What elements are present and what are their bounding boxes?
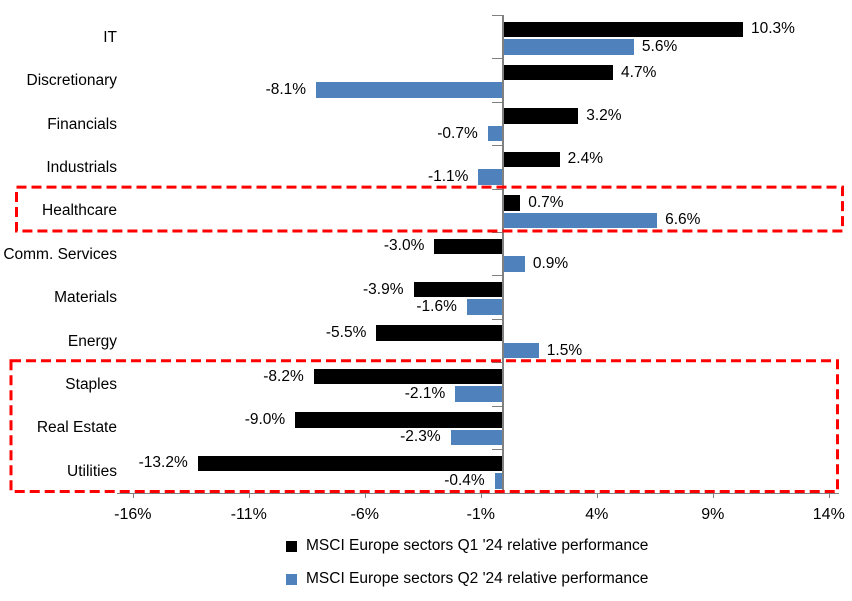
category-label-energy: Energy	[67, 332, 117, 350]
legend-item-q1: MSCI Europe sectors Q1 '24 relative perf…	[286, 537, 648, 555]
bar-q2-energy	[504, 342, 539, 359]
y-axis-tick	[492, 405, 502, 407]
y-axis-tick	[492, 362, 502, 364]
x-tick-label: 9%	[701, 505, 725, 523]
category-label-healthcare: Healthcare	[42, 202, 117, 220]
category-label-financials: Financials	[47, 115, 117, 133]
y-axis-tick	[492, 492, 502, 494]
bar-q1-it	[504, 21, 743, 37]
category-label-real-estate: Real Estate	[36, 419, 117, 437]
bar-q2-real-estate	[450, 429, 504, 446]
bar-value-label: 1.5%	[546, 341, 583, 359]
bar-value-label: 0.9%	[532, 254, 569, 272]
bar-q2-staples	[455, 386, 504, 402]
legend-label-q2: MSCI Europe sectors Q2 '24 relative perf…	[306, 570, 649, 587]
bar-value-label: 10.3%	[750, 20, 795, 38]
bar-q1-materials	[413, 281, 504, 298]
y-axis-tick	[492, 15, 502, 16]
category-label-utilities: Utilities	[67, 462, 117, 480]
bar-q1-healthcare	[504, 195, 521, 211]
x-axis-tick	[712, 492, 714, 498]
bar-q2-healthcare	[504, 212, 658, 229]
y-axis-tick	[492, 145, 502, 147]
y-axis-tick	[492, 318, 502, 320]
highlight-box-healthcare	[15, 185, 844, 233]
bar-q1-staples	[313, 368, 504, 385]
bar-value-label: -1.1%	[427, 167, 469, 185]
bar-value-label: 4.7%	[621, 63, 657, 81]
bar-value-label: -9.0%	[244, 410, 286, 428]
x-axis-tick	[364, 492, 366, 498]
x-tick-label: 14%	[812, 505, 845, 523]
bar-value-label: -0.7%	[437, 124, 478, 142]
bar-value-label: -8.1%	[265, 81, 307, 99]
category-label-discretionary: Discretionary	[26, 72, 117, 90]
x-tick-label: -11%	[230, 505, 267, 523]
bar-value-label: -13.2%	[138, 454, 188, 472]
bar-value-label: -5.5%	[325, 324, 367, 342]
x-tick-label: -6%	[350, 505, 380, 523]
bar-q1-utilities	[197, 455, 504, 472]
y-axis-tick	[492, 449, 502, 451]
bar-value-label: -1.6%	[416, 298, 457, 316]
bar-q2-it	[504, 39, 634, 55]
bar-q1-energy	[376, 325, 504, 341]
y-axis-tick	[492, 188, 502, 190]
x-axis-tick	[480, 492, 482, 498]
category-label-staples: Staples	[65, 375, 117, 393]
bar-q1-industrials	[504, 151, 560, 168]
bar-q1-financials	[504, 108, 579, 124]
category-label-comm-services: Comm. Services	[3, 245, 117, 263]
bar-q2-discretionary	[316, 82, 504, 98]
bar-q2-financials	[487, 125, 504, 142]
legend-marker-q2	[286, 573, 297, 585]
legend-label-q1: MSCI Europe sectors Q1 '24 relative perf…	[306, 537, 649, 554]
y-axis-tick	[492, 101, 502, 103]
bar-q2-comm-services	[504, 256, 525, 272]
legend-marker-q1	[286, 540, 297, 552]
x-tick-label: -1%	[466, 505, 496, 523]
y-axis-tick	[492, 58, 502, 60]
category-label-industrials: Industrials	[46, 158, 117, 176]
bar-q1-discretionary	[504, 64, 614, 81]
bar-value-label: 5.6%	[641, 37, 678, 55]
bar-value-label: 6.6%	[665, 211, 701, 229]
y-axis-tick	[492, 232, 502, 234]
bar-q2-materials	[466, 299, 504, 315]
category-label-materials: Materials	[54, 289, 117, 307]
x-axis-tick	[132, 492, 134, 498]
x-axis-line	[117, 492, 839, 494]
bar-q1-comm-services	[434, 238, 504, 255]
x-axis-tick	[596, 492, 598, 498]
x-tick-label: 4%	[585, 505, 609, 523]
bar-value-label: -3.9%	[363, 280, 404, 298]
bar-q1-real-estate	[295, 412, 504, 428]
bar-value-label: 3.2%	[586, 107, 622, 125]
x-axis-tick	[248, 492, 250, 498]
bar-value-label: 2.4%	[567, 150, 604, 168]
bar-value-label: -2.1%	[404, 385, 446, 403]
category-label-it: IT	[103, 28, 117, 46]
y-axis-tick	[492, 275, 502, 277]
bar-q2-industrials	[478, 169, 504, 185]
x-tick-label: -16%	[114, 505, 152, 523]
bar-value-label: -8.2%	[263, 367, 304, 385]
bar-value-label: 0.7%	[528, 193, 564, 211]
bar-value-label: -3.0%	[383, 237, 425, 255]
bar-value-label: -2.3%	[400, 428, 441, 446]
y-axis-line	[502, 15, 504, 494]
legend-item-q2: MSCI Europe sectors Q2 '24 relative perf…	[286, 570, 648, 588]
x-axis-tick	[828, 492, 830, 498]
bar-value-label: -0.4%	[444, 471, 485, 489]
